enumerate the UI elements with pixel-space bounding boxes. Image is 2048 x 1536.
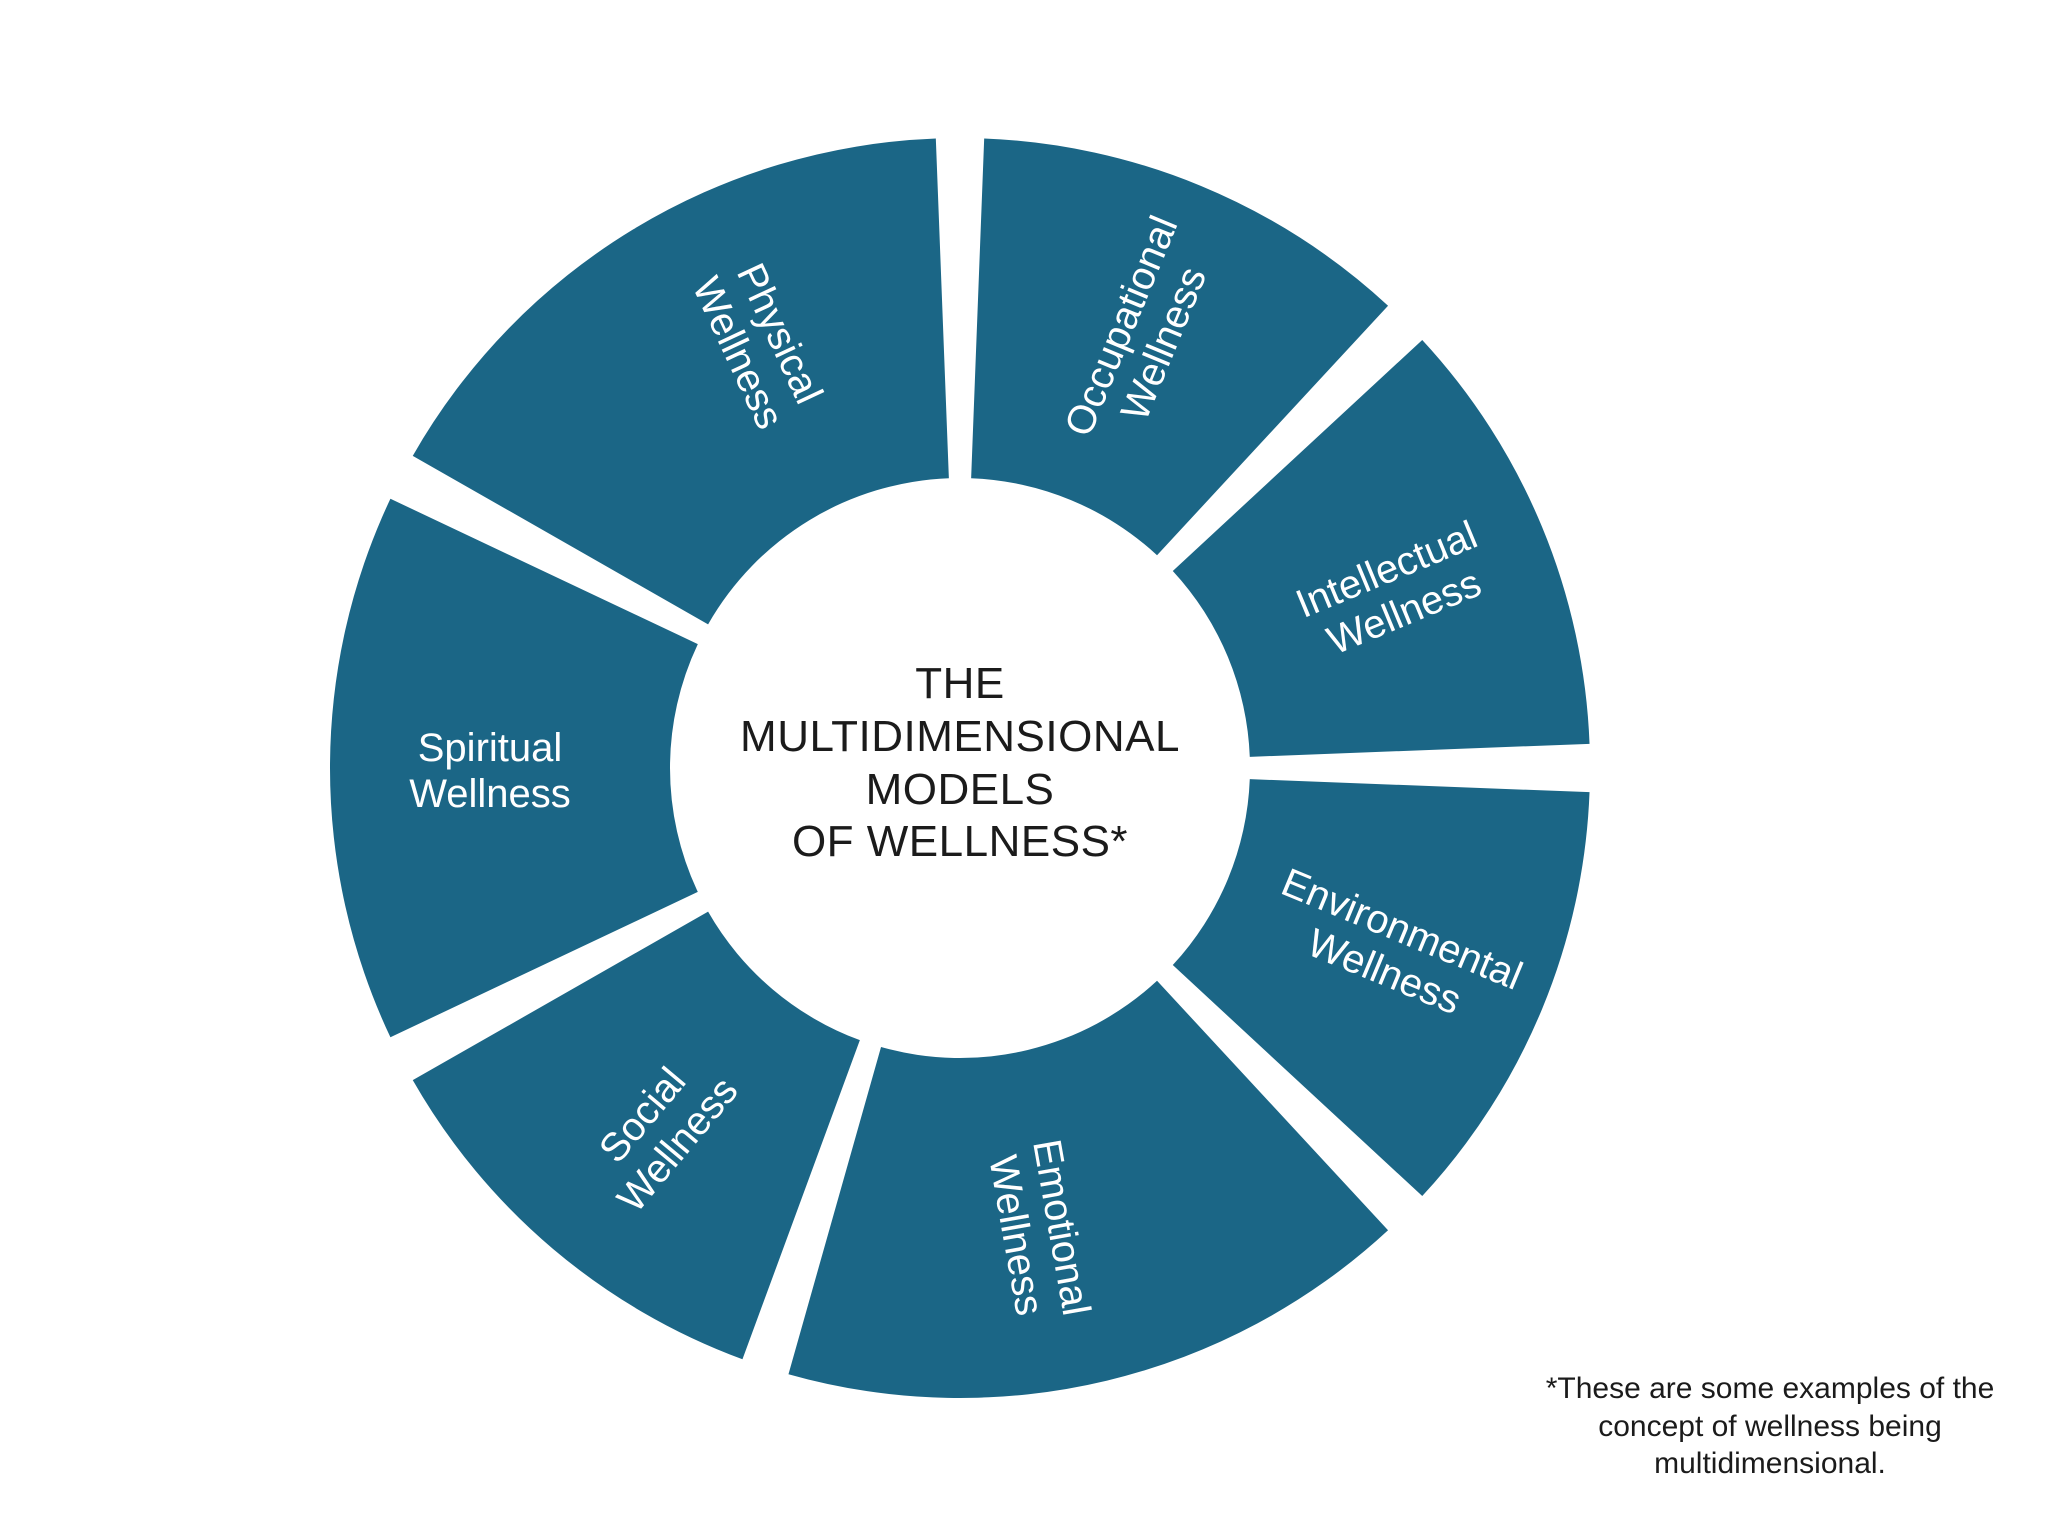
center-title: THE MULTIDIMENSIONAL MODELS OF WELLNESS* [660,658,1260,869]
center-title-line4: OF WELLNESS* [660,816,1260,869]
footnote-line3: multidimensional. [1520,1445,2020,1483]
footnote-line2: concept of wellness being [1520,1408,2020,1446]
footnote: *These are some examples of the concept … [1520,1370,2020,1483]
center-title-line2: MULTIDIMENSIONAL [660,711,1260,764]
center-title-line3: MODELS [660,764,1260,817]
center-title-line1: THE [660,658,1260,711]
diagram-stage: OccupationalWellnessIntellectualWellness… [0,0,2048,1536]
footnote-line1: *These are some examples of the [1520,1370,2020,1408]
